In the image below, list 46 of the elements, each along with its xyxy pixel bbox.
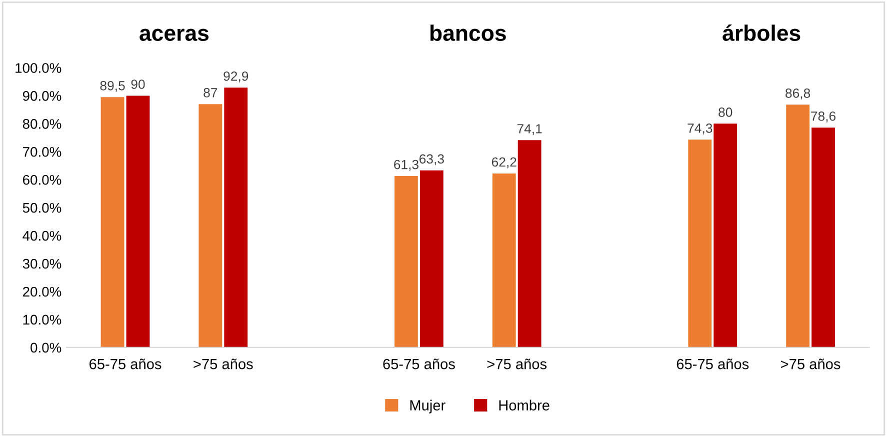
- x-tick-label: >75 años: [487, 358, 547, 370]
- data-label: 74,1: [517, 124, 542, 135]
- legend-label: Mujer: [410, 400, 446, 414]
- y-tick-label: 30.0%: [22, 258, 62, 269]
- data-label: 90: [131, 80, 145, 89]
- y-tick-label: 100.0%: [16, 63, 62, 73]
- y-tick-label: 40.0%: [22, 230, 62, 241]
- text: aceras: [140, 28, 209, 41]
- data-label: 78,6: [811, 111, 836, 122]
- y-tick-label: 10.0%: [23, 314, 62, 325]
- y-tick-label: 70.0%: [22, 146, 62, 157]
- bar: [100, 97, 124, 348]
- bar: [714, 124, 738, 348]
- y-tick-label: 50.0%: [22, 202, 62, 213]
- y-tick-label: 80.0%: [22, 119, 62, 129]
- text: árboles: [722, 24, 800, 41]
- x-tick-label: 65-75 años: [383, 358, 455, 370]
- bar: [394, 176, 418, 348]
- data-label: 74,3: [688, 123, 712, 134]
- x-tick-label: 65-75 años: [90, 358, 162, 370]
- bar: [198, 104, 222, 348]
- bar: [786, 104, 810, 348]
- bar: [812, 128, 835, 348]
- data-label: 61,3: [394, 160, 418, 171]
- y-tick-label: 20.0%: [22, 286, 62, 297]
- y-tick-label: 60.0%: [22, 174, 62, 185]
- data-label: 92,9: [224, 71, 248, 82]
- data-label: 63,3: [420, 154, 444, 166]
- x-tick-label: >75 años: [781, 358, 840, 370]
- x-tick-label: 65-75 años: [676, 358, 749, 370]
- data-label: 80: [718, 108, 732, 117]
- data-label: 89,5: [100, 80, 125, 92]
- bar: [420, 170, 444, 348]
- text: bancos: [430, 24, 506, 41]
- data-label: 87: [204, 88, 218, 98]
- y-tick-label: 0.0%: [30, 342, 62, 353]
- bar: [126, 96, 150, 348]
- y-tick-label: 90.0%: [22, 91, 62, 101]
- legend-label: Hombre: [499, 400, 550, 410]
- bar: [518, 140, 542, 348]
- bar: [492, 173, 516, 348]
- bar: [224, 88, 248, 348]
- bar: [688, 140, 712, 348]
- x-tick-label: >75 años: [194, 358, 253, 370]
- data-label: 62,2: [492, 157, 516, 168]
- data-label: 86,8: [786, 88, 810, 100]
